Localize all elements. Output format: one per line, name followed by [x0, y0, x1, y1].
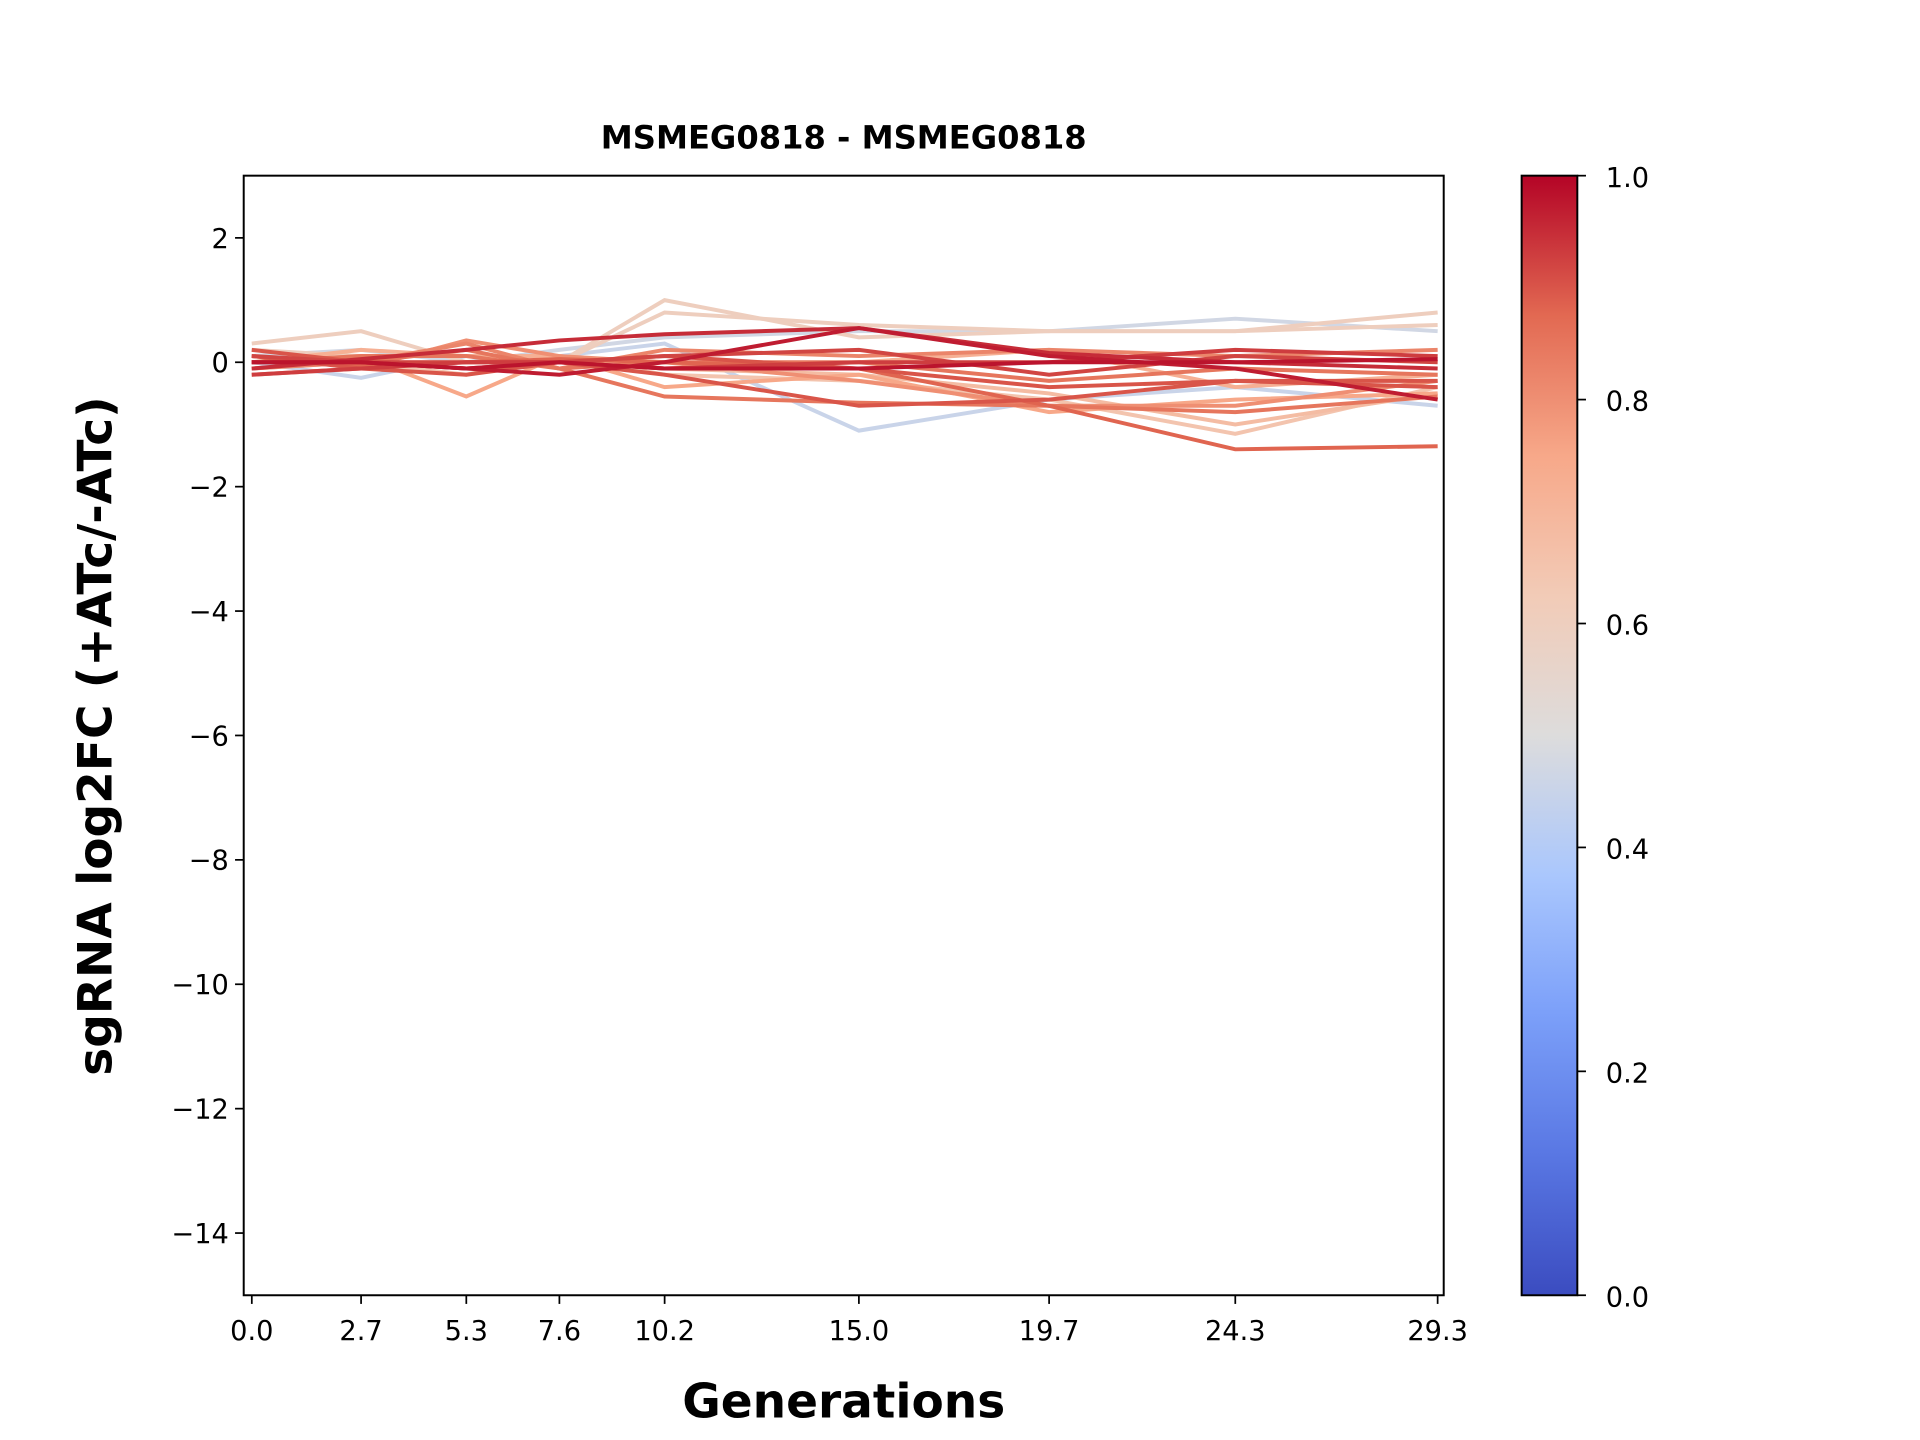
series-line: [251, 316, 1438, 365]
colorbar-tick-label: 0.4: [1606, 835, 1649, 866]
series-lines: [251, 298, 1439, 452]
colorbar-tick-label: 0.2: [1606, 1058, 1649, 1089]
x-tick-label: 24.3: [1205, 1316, 1266, 1347]
y-tick-label: −8: [189, 846, 229, 877]
y-tick-label: 0: [212, 348, 229, 379]
y-tick-label: 2: [212, 224, 229, 255]
x-tick-label: 15.0: [829, 1316, 890, 1347]
x-tick-label: 10.2: [634, 1316, 695, 1347]
series-line: [251, 326, 1438, 371]
y-tick-label: −6: [189, 721, 229, 752]
x-tick-label: 7.6: [538, 1316, 581, 1347]
colorbar-tick-label: 0.6: [1606, 611, 1649, 642]
x-tick-label: 2.7: [339, 1316, 382, 1347]
x-tick-label: 0.0: [230, 1316, 273, 1347]
y-tick-label: −10: [171, 970, 228, 1001]
y-tick-label: −12: [171, 1095, 228, 1126]
colorbar-ticks: 0.0 0.2 0.4 0.6 0.8 1.0: [1577, 163, 1649, 1313]
colorbar-tick-label: 0.8: [1606, 387, 1649, 418]
plot-frame: [242, 174, 1445, 1297]
y-tick-label: −14: [171, 1219, 228, 1250]
y-axis-label: sgRNA log2FC (+ATc/-ATc): [68, 396, 123, 1075]
x-axis: 0.0 2.7 5.3 7.6 10.2 15.0 19.7 24.3 29.3: [230, 1295, 1468, 1347]
colorbar: [1520, 174, 1579, 1297]
x-tick-label: 5.3: [445, 1316, 488, 1347]
y-axis: 2 0 −2 −4 −6 −8 −10 −12 −14: [171, 224, 244, 1250]
x-tick-label: 19.7: [1019, 1316, 1080, 1347]
x-axis-label: Generations: [682, 1375, 1005, 1430]
y-tick-label: −2: [189, 473, 229, 504]
colorbar-tick-label: 1.0: [1606, 163, 1649, 194]
series-line: [251, 357, 1438, 371]
series-line: [251, 347, 1438, 415]
chart-title: MSMEG0818 - MSMEG0818: [601, 118, 1087, 156]
y-tick-label: −4: [189, 597, 229, 628]
colorbar-tick-label: 0.0: [1606, 1282, 1649, 1313]
x-tick-label: 29.3: [1407, 1316, 1468, 1347]
